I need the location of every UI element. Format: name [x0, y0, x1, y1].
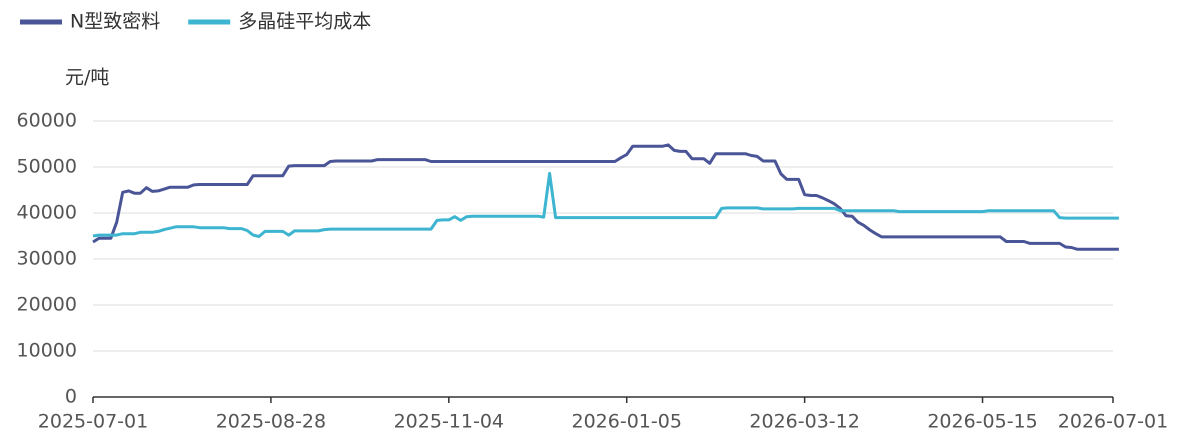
y-tick-label: 30000 [17, 248, 77, 270]
legend: N型致密料 多晶硅平均成本 [20, 11, 371, 33]
y-tick-label: 0 [65, 386, 77, 408]
y-tick-label: 10000 [17, 340, 77, 362]
series-line [92, 171, 1119, 238]
x-tick-label: 2026-01-05 [572, 411, 682, 433]
x-tick-label: 2025-11-04 [394, 411, 504, 433]
y-tick-label: 50000 [17, 156, 77, 178]
x-tick-label: 2026-05-15 [927, 411, 1037, 433]
legend-label: 多晶硅平均成本 [238, 11, 371, 33]
y-axis-label: 元/吨 [65, 67, 109, 89]
y-tick-label: 60000 [17, 110, 77, 132]
x-tick-label: 2025-07-01 [38, 411, 148, 433]
y-tick-label: 20000 [17, 294, 77, 316]
y-tick-label: 40000 [17, 202, 77, 224]
series-line [92, 143, 1119, 251]
x-tick-label: 2026-07-01 [1058, 411, 1168, 433]
legend-label: N型致密料 [70, 11, 160, 33]
x-tick-label: 2025-08-28 [216, 411, 326, 433]
x-tick-label: 2026-03-12 [749, 411, 859, 433]
